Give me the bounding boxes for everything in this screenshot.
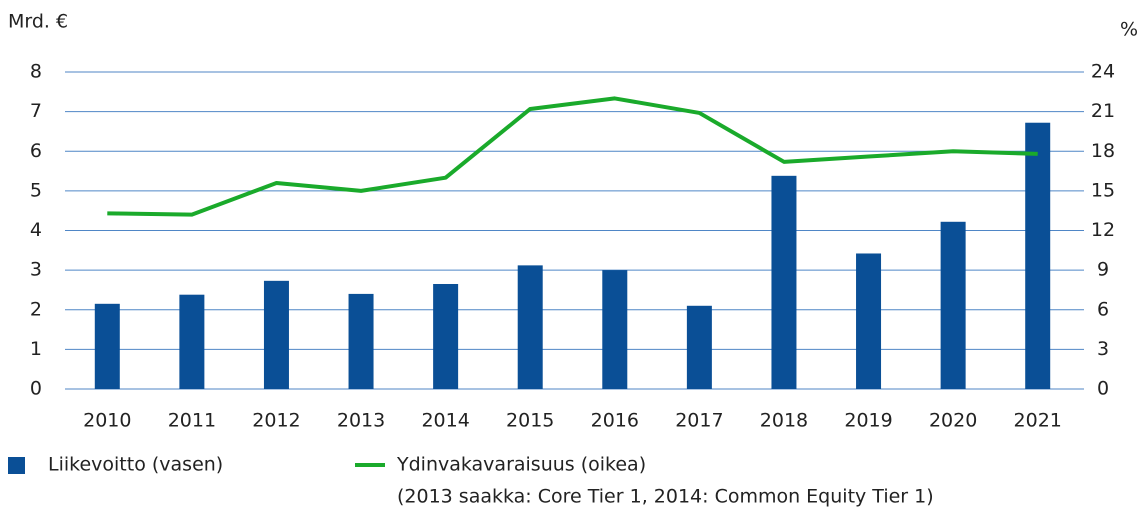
x-tick-label: 2018 bbox=[760, 410, 808, 432]
x-tick-label: 2014 bbox=[421, 410, 469, 432]
legend-swatch bbox=[8, 457, 25, 474]
bar bbox=[602, 270, 628, 389]
y2-tick-label: 18 bbox=[1091, 140, 1115, 162]
x-tick-label: 2020 bbox=[929, 410, 977, 432]
y-tick-label: 5 bbox=[30, 179, 42, 201]
y2-tick-label: 6 bbox=[1097, 298, 1109, 320]
legend-note: (2013 saakka: Core Tier 1, 2014: Common … bbox=[397, 486, 934, 508]
y2-tick-label: 12 bbox=[1091, 219, 1115, 241]
y2-tick-label: 24 bbox=[1091, 61, 1115, 83]
y-tick-label: 7 bbox=[30, 100, 42, 122]
x-tick-label: 2012 bbox=[252, 410, 300, 432]
y2-tick-label: 21 bbox=[1091, 100, 1115, 122]
legend-label: Ydinvakavaraisuus (oikea) bbox=[396, 454, 646, 476]
bar bbox=[348, 293, 374, 389]
x-tick-label: 2015 bbox=[506, 410, 554, 432]
y2-tick-label: 0 bbox=[1097, 378, 1109, 400]
y2-tick-label: 15 bbox=[1091, 179, 1115, 201]
y2-axis-label: % bbox=[1120, 19, 1138, 41]
bar bbox=[94, 303, 120, 389]
y-tick-label: 4 bbox=[30, 219, 42, 241]
line bbox=[107, 96, 1038, 217]
x-tick-label: 2011 bbox=[168, 410, 216, 432]
y-tick-label: 0 bbox=[30, 378, 42, 400]
y2-tick-label: 3 bbox=[1097, 338, 1109, 360]
bar bbox=[433, 283, 459, 389]
bar bbox=[517, 265, 543, 389]
bar bbox=[940, 221, 966, 389]
bar bbox=[771, 175, 797, 389]
bar bbox=[263, 280, 289, 389]
y-tick-label: 8 bbox=[30, 61, 42, 83]
legend-label: Liikevoitto (vasen) bbox=[48, 454, 223, 476]
x-tick-label: 2010 bbox=[83, 410, 131, 432]
x-tick-label: 2021 bbox=[1014, 410, 1062, 432]
y-axis-label: Mrd. € bbox=[8, 11, 68, 33]
x-tick-label: 2017 bbox=[675, 410, 723, 432]
y-tick-label: 2 bbox=[30, 298, 42, 320]
bar bbox=[686, 305, 712, 389]
y-tick-label: 6 bbox=[30, 140, 42, 162]
y-tick-label: 3 bbox=[30, 259, 42, 281]
bar bbox=[856, 253, 882, 389]
bar bbox=[1025, 122, 1051, 389]
x-tick-label: 2016 bbox=[591, 410, 639, 432]
bar bbox=[179, 294, 205, 389]
x-tick-label: 2019 bbox=[844, 410, 892, 432]
x-tick-label: 2013 bbox=[337, 410, 385, 432]
y2-tick-label: 9 bbox=[1097, 259, 1109, 281]
y-tick-label: 1 bbox=[30, 338, 42, 360]
